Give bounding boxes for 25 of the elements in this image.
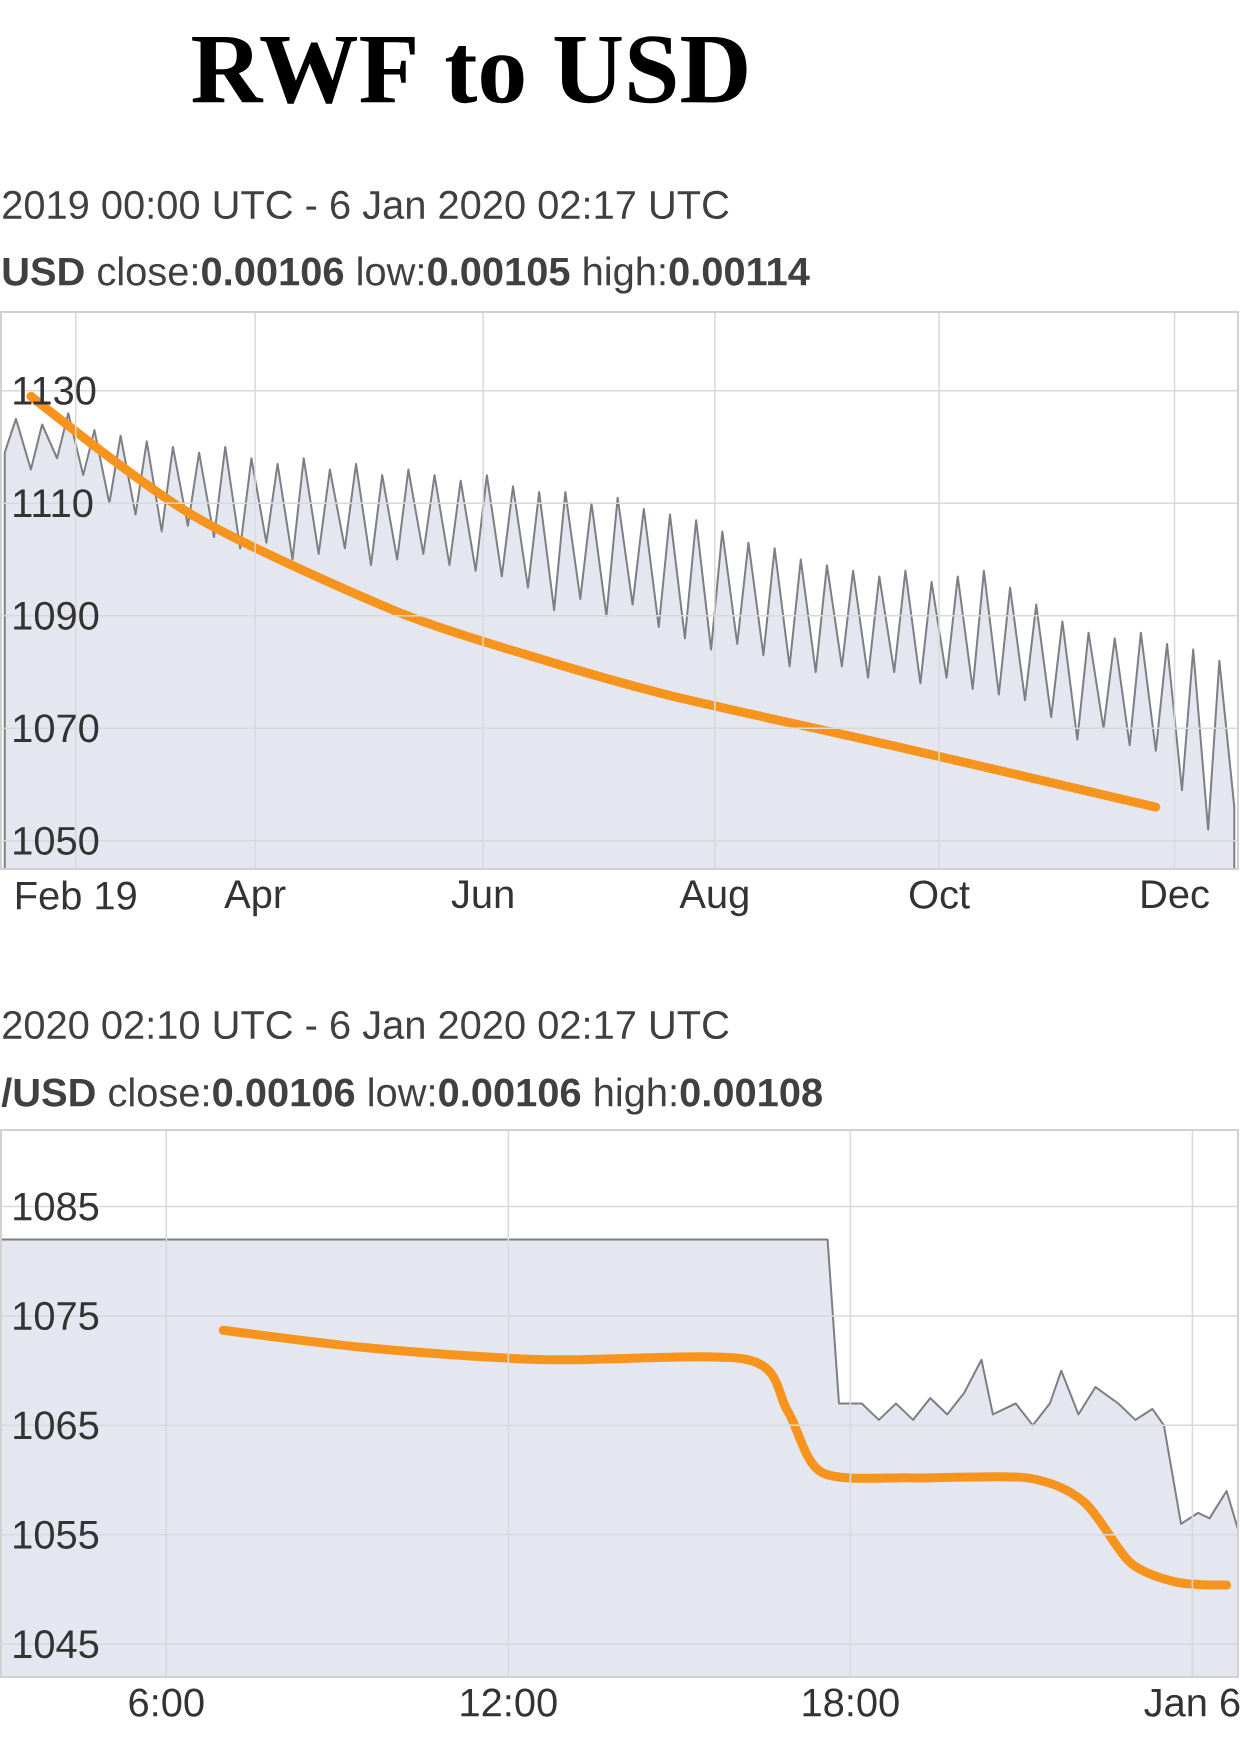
x-tick-label: 6:00 [129,1688,204,1717]
chart-subtitle: 2019 00:00 UTC - 6 Jan 2020 02:17 UTC [2,190,729,220]
x-tick-label: Jan 6 [1144,1688,1240,1717]
y-tick-label: 1090 [14,601,99,630]
y-tick-label: 1085 [14,1192,98,1221]
y-tick-label: 1130 [14,376,96,405]
x-tick-label: Dec [1142,880,1209,909]
y-tick-label: 1050 [14,826,99,855]
x-tick-label: 18:00 [803,1688,899,1717]
y-tick-label: 1070 [14,714,99,743]
x-tick-label: Aug [679,880,748,917]
x-tick-label: Apr [223,880,286,917]
x-tick-label: Jun [451,880,513,909]
x-tick-label: 12:00 [461,1688,557,1717]
y-tick-label: 1045 [14,1630,98,1659]
y-tick-label: 1065 [14,1411,98,1440]
y-tick-label: 1055 [14,1520,98,1549]
chart-subtitle: 2020 02:10 UTC - 6 Jan 2020 02:17 UTC [2,1010,729,1040]
x-tick-label: Feb 19 [16,880,136,910]
text: /USD close:0.00106 low:0.00106 high:0.00108 [1,1077,822,1115]
chart-title: RWF to USD [191,36,747,104]
x-tick-label: Oct [909,880,970,909]
y-tick-label: 1110 [14,489,93,518]
y-tick-label: 1075 [14,1301,98,1331]
text: USD close:0.00106 low:0.00105 high:0.00114 [3,256,810,294]
